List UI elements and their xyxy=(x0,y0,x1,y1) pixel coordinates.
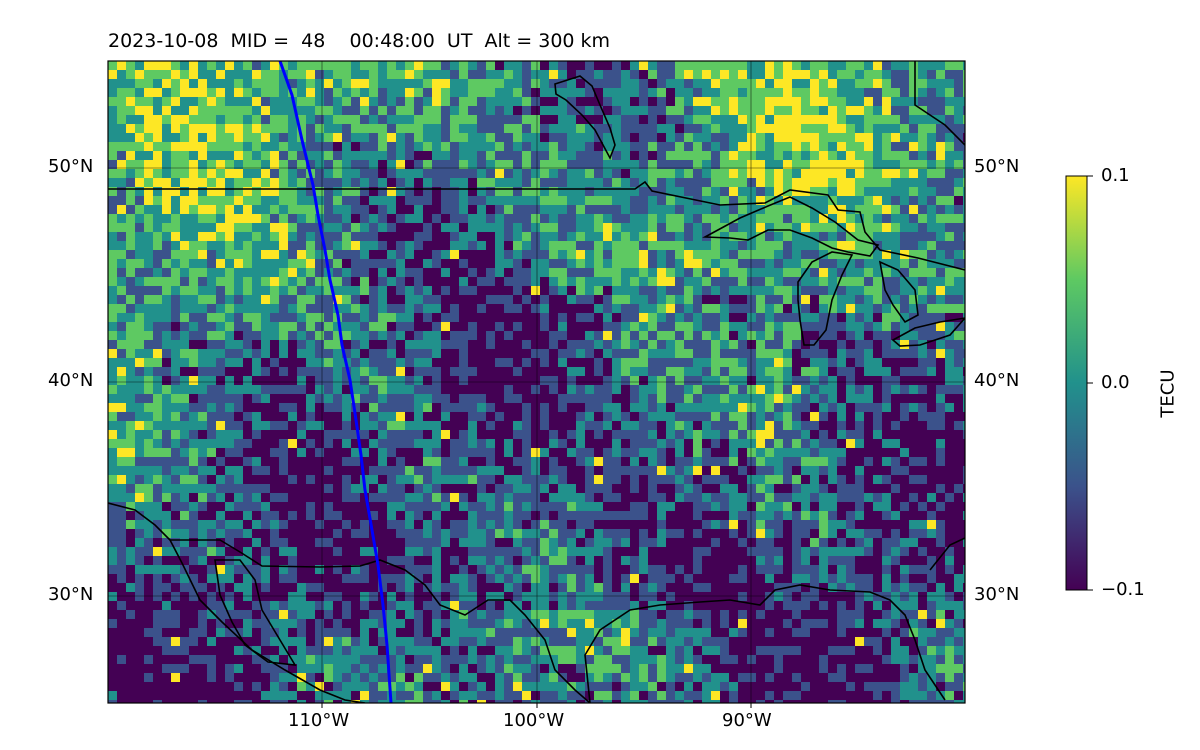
axis-ticks xyxy=(321,703,752,708)
lake-huron xyxy=(878,260,919,324)
lat-label-40-left: 40°N xyxy=(48,370,94,391)
colorbar xyxy=(1065,175,1088,591)
lon-label-90w: 90°W xyxy=(722,710,772,731)
lat-label-30-left: 30°N xyxy=(48,584,94,605)
lat-label-40-right: 40°N xyxy=(974,370,1020,391)
lon-label-110w: 110°W xyxy=(288,710,350,731)
lake-michigan xyxy=(797,251,854,346)
coastlines xyxy=(108,61,965,703)
colorbar-tick-zero: 0.0 xyxy=(1101,372,1130,393)
hudson-bay-coast xyxy=(554,75,616,160)
lake-erie-ontario xyxy=(891,317,965,347)
florida-atlantic-coast xyxy=(929,537,965,571)
gulf-coast xyxy=(584,584,946,703)
colorbar-label: TECU xyxy=(1157,369,1179,418)
map-area xyxy=(108,61,965,703)
us-mexico-border xyxy=(170,539,591,703)
lat-label-30-right: 30°N xyxy=(974,584,1020,605)
baja-california xyxy=(214,559,297,666)
mexico-pacific-coast xyxy=(108,502,366,703)
map-title: 2023-10-08 MID = 48 00:48:00 UT Alt = 30… xyxy=(108,30,611,52)
colorbar-ticks xyxy=(1087,175,1093,591)
lon-label-100w: 100°W xyxy=(503,710,565,731)
lat-label-50-right: 50°N xyxy=(974,156,1020,177)
eastern-canada-coast xyxy=(914,61,965,146)
satellite-track xyxy=(278,61,393,703)
tec-heatmap xyxy=(108,61,965,703)
graticule xyxy=(108,61,965,703)
lat-label-50-left: 50°N xyxy=(48,156,94,177)
lake-superior xyxy=(702,196,880,257)
colorbar-tick-min: −0.1 xyxy=(1101,579,1145,600)
colorbar-tick-max: 0.1 xyxy=(1101,165,1130,186)
